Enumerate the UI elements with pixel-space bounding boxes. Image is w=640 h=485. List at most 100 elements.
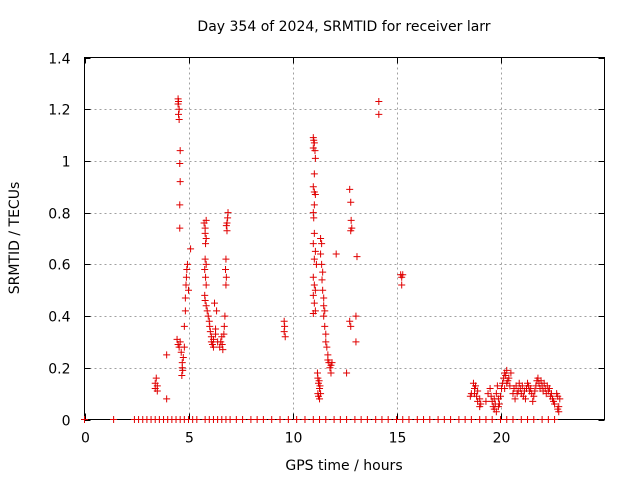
data-point xyxy=(178,364,186,372)
data-point xyxy=(493,382,501,390)
data-point xyxy=(293,416,301,423)
data-point xyxy=(259,416,267,423)
data-point xyxy=(393,416,400,423)
data-point xyxy=(538,416,546,423)
x-tick-label: 0 xyxy=(81,431,90,447)
data-point xyxy=(399,416,407,423)
data-point xyxy=(474,387,482,395)
data-point xyxy=(220,330,228,338)
data-point xyxy=(492,408,500,416)
data-point xyxy=(176,338,184,346)
data-point xyxy=(224,209,232,217)
data-point xyxy=(363,416,371,423)
data-point xyxy=(182,281,190,289)
data-point xyxy=(176,224,184,232)
data-point xyxy=(530,392,538,400)
data-point xyxy=(206,322,214,330)
data-point xyxy=(497,416,504,423)
data-point xyxy=(175,110,183,118)
data-point xyxy=(488,416,496,423)
data-point xyxy=(551,416,559,423)
data-point xyxy=(183,266,191,274)
data-point xyxy=(202,240,210,248)
data-point xyxy=(434,416,442,423)
y-tick-label: 0.8 xyxy=(48,207,70,223)
data-point xyxy=(219,346,227,354)
data-point xyxy=(178,372,186,380)
plot-frame xyxy=(84,57,605,420)
data-point xyxy=(405,416,413,423)
data-point xyxy=(467,416,475,423)
data-point xyxy=(372,416,380,423)
data-point xyxy=(347,198,355,206)
data-point xyxy=(317,235,325,242)
data-point xyxy=(175,116,183,124)
data-point xyxy=(268,416,276,423)
data-point xyxy=(204,312,212,320)
data-point xyxy=(347,227,355,235)
data-point xyxy=(181,294,189,302)
data-point xyxy=(336,416,344,423)
data-point xyxy=(202,302,210,310)
data-point xyxy=(316,395,324,403)
data-point xyxy=(187,245,195,253)
data-point xyxy=(180,322,188,330)
data-point xyxy=(343,369,351,377)
data-point xyxy=(482,416,490,423)
chart-title: Day 354 of 2024, SRMTID for receiver lar… xyxy=(197,19,490,35)
data-point xyxy=(309,183,317,191)
data-point xyxy=(309,416,317,423)
data-point xyxy=(211,299,218,307)
data-point xyxy=(322,416,330,423)
data-point xyxy=(319,268,327,276)
data-point xyxy=(503,416,511,423)
data-point xyxy=(544,416,552,423)
data-point xyxy=(309,291,317,299)
y-tick-label: 1.2 xyxy=(48,103,70,119)
data-point xyxy=(209,335,217,343)
data-point xyxy=(182,273,190,281)
data-point xyxy=(213,307,221,315)
y-tick-label: 0.4 xyxy=(48,310,70,326)
data-point xyxy=(202,281,210,289)
data-point xyxy=(501,384,509,392)
data-point xyxy=(398,281,406,289)
data-point xyxy=(280,328,288,336)
data-point xyxy=(511,395,519,403)
data-point xyxy=(531,387,539,395)
data-point xyxy=(202,235,210,242)
data-point xyxy=(311,147,319,155)
data-point xyxy=(232,416,240,423)
y-tick-label: 0.2 xyxy=(48,362,70,378)
data-point xyxy=(492,390,500,398)
data-point xyxy=(323,343,331,351)
data-point xyxy=(555,408,563,416)
data-point xyxy=(375,97,383,105)
data-point xyxy=(317,250,325,258)
data-point xyxy=(253,416,261,423)
data-point xyxy=(310,201,318,209)
data-point xyxy=(226,416,234,423)
data-point xyxy=(176,147,184,155)
data-point xyxy=(218,341,226,349)
data-point xyxy=(330,416,338,423)
data-point xyxy=(193,416,201,423)
data-point xyxy=(247,416,255,423)
data-point xyxy=(318,240,326,248)
data-point xyxy=(322,338,330,346)
data-point xyxy=(319,286,327,294)
data-point xyxy=(476,395,484,403)
data-point xyxy=(201,229,209,237)
data-point xyxy=(517,416,525,423)
data-point xyxy=(518,382,526,390)
data-point xyxy=(384,416,392,423)
y-tick-labels: 0 0.2 0.4 0.6 0.8 1 1.2 1.4 xyxy=(48,52,70,430)
data-point xyxy=(413,416,421,423)
data-point xyxy=(440,416,448,423)
data-point xyxy=(347,216,355,224)
data-point xyxy=(551,400,559,408)
data-point xyxy=(220,322,228,330)
data-point xyxy=(509,416,517,423)
data-point xyxy=(343,416,351,423)
